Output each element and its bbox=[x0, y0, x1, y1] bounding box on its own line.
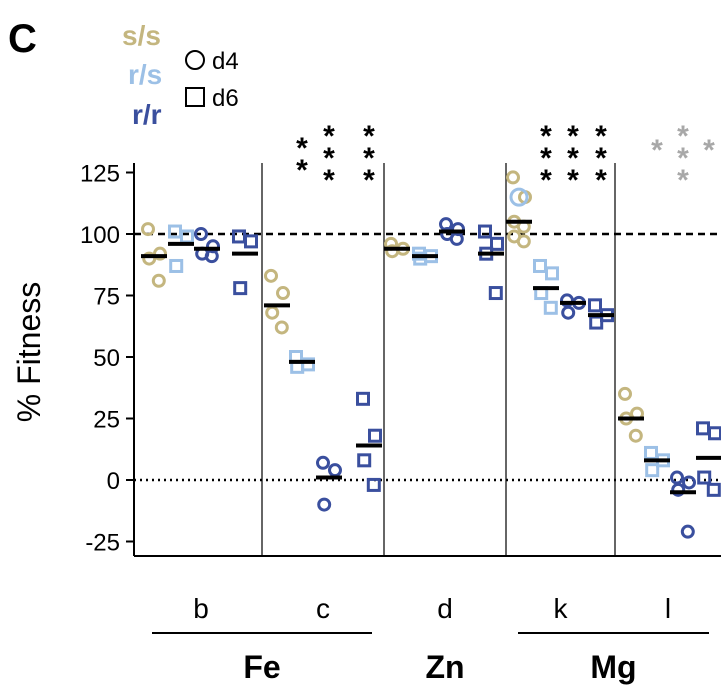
legend-genotype-rs: r/s bbox=[128, 59, 162, 90]
significance-star: * bbox=[540, 120, 552, 153]
data-point-circle bbox=[316, 455, 330, 470]
y-axis-label: % Fitness bbox=[11, 282, 47, 422]
group-label-b: b bbox=[193, 593, 209, 624]
data-point-circle bbox=[142, 251, 157, 266]
data-point-square bbox=[588, 298, 602, 313]
data-point-circle bbox=[264, 268, 278, 283]
data-point-square bbox=[233, 281, 248, 296]
data-point-square bbox=[533, 258, 547, 273]
data-point-square bbox=[356, 391, 370, 406]
data-point-square bbox=[697, 470, 712, 485]
data-point-square bbox=[545, 266, 559, 281]
data-point-square bbox=[706, 482, 721, 497]
significance-star: * bbox=[296, 154, 308, 187]
data-point-circle bbox=[317, 497, 332, 512]
metal-label-fe: Fe bbox=[243, 649, 280, 685]
data-point-square bbox=[357, 453, 372, 468]
significance-star: * bbox=[703, 134, 715, 167]
data-point-square bbox=[696, 421, 710, 436]
data-point-circle bbox=[276, 286, 290, 301]
data-point-circle bbox=[265, 305, 280, 320]
data-point-circle bbox=[506, 170, 520, 185]
data-point-circle bbox=[618, 386, 632, 401]
data-point-square bbox=[168, 224, 182, 239]
data-point-square bbox=[645, 463, 660, 478]
data-point-square bbox=[478, 224, 492, 239]
data-point-square bbox=[490, 236, 504, 251]
legend: s/s r/s r/r d4 d6 bbox=[122, 20, 239, 130]
significance-star: * bbox=[540, 142, 552, 175]
group-label-d: d bbox=[437, 593, 453, 624]
y-tick-label: 50 bbox=[93, 345, 120, 372]
highlight-point bbox=[509, 187, 529, 207]
data-point-circle bbox=[628, 428, 643, 443]
significance-star: * bbox=[323, 142, 335, 175]
data-point-square bbox=[244, 234, 258, 249]
group-label-c: c bbox=[316, 593, 330, 624]
significance-star: * bbox=[323, 120, 335, 153]
significance-star: * bbox=[677, 120, 689, 153]
data-point-circle bbox=[680, 524, 695, 539]
data-point-circle bbox=[151, 273, 166, 288]
legend-circle-marker bbox=[185, 50, 205, 70]
significance-star: * bbox=[323, 164, 335, 197]
data-point-circle bbox=[670, 470, 684, 485]
significance-star: * bbox=[363, 164, 375, 197]
significance-star: * bbox=[595, 142, 607, 175]
data-point-circle bbox=[516, 234, 531, 249]
data-point-square bbox=[488, 286, 503, 301]
metal-label-mg: Mg bbox=[590, 649, 636, 685]
data-point-circle bbox=[141, 222, 155, 237]
data-point-square bbox=[232, 229, 246, 244]
y-tick-label: -25 bbox=[85, 530, 120, 557]
y-tick-label: 75 bbox=[93, 284, 120, 311]
significance-star: * bbox=[677, 164, 689, 197]
group-label-k: k bbox=[554, 593, 569, 624]
significance-star: * bbox=[567, 120, 579, 153]
data-point-square bbox=[366, 477, 381, 492]
legend-day-d4: d4 bbox=[212, 48, 239, 75]
significance-star: * bbox=[595, 164, 607, 197]
legend-square-marker bbox=[185, 87, 205, 107]
data-point-circle bbox=[274, 320, 289, 335]
data-point-square bbox=[644, 445, 658, 460]
data-point-square bbox=[543, 300, 558, 315]
y-tick-label: 25 bbox=[93, 407, 120, 434]
y-tick-label: 125 bbox=[80, 161, 120, 188]
group-label-l: l bbox=[665, 593, 671, 624]
significance-star: * bbox=[363, 120, 375, 153]
data-point-circle bbox=[682, 475, 696, 490]
data-point-circle bbox=[385, 244, 400, 259]
significance-star: * bbox=[567, 142, 579, 175]
panel-label: C bbox=[8, 17, 37, 61]
data-point-circle bbox=[328, 463, 342, 478]
significance-star: * bbox=[296, 132, 308, 165]
data-point-square bbox=[413, 251, 428, 266]
significance-star: * bbox=[540, 164, 552, 197]
data-point-circle bbox=[561, 305, 576, 320]
significance-star: * bbox=[677, 142, 689, 175]
data-point-square bbox=[180, 229, 194, 244]
metal-label-zn: Zn bbox=[425, 649, 464, 685]
significance-star: * bbox=[567, 164, 579, 197]
legend-day-d6: d6 bbox=[212, 85, 239, 112]
y-tick-label: 0 bbox=[107, 468, 120, 495]
significance-star: * bbox=[651, 134, 663, 167]
data-point-circle bbox=[671, 482, 686, 497]
y-tick-label: 100 bbox=[80, 222, 120, 249]
legend-genotype-ss: s/s bbox=[122, 20, 161, 51]
significance-star: * bbox=[363, 142, 375, 175]
data-point-square bbox=[708, 426, 721, 441]
significance-star: * bbox=[595, 120, 607, 153]
data-point-square bbox=[169, 258, 184, 273]
data-point-square bbox=[368, 428, 382, 443]
data-point-circle bbox=[194, 227, 208, 241]
legend-genotype-rr: r/r bbox=[132, 99, 162, 130]
data-point-circle bbox=[153, 246, 167, 261]
